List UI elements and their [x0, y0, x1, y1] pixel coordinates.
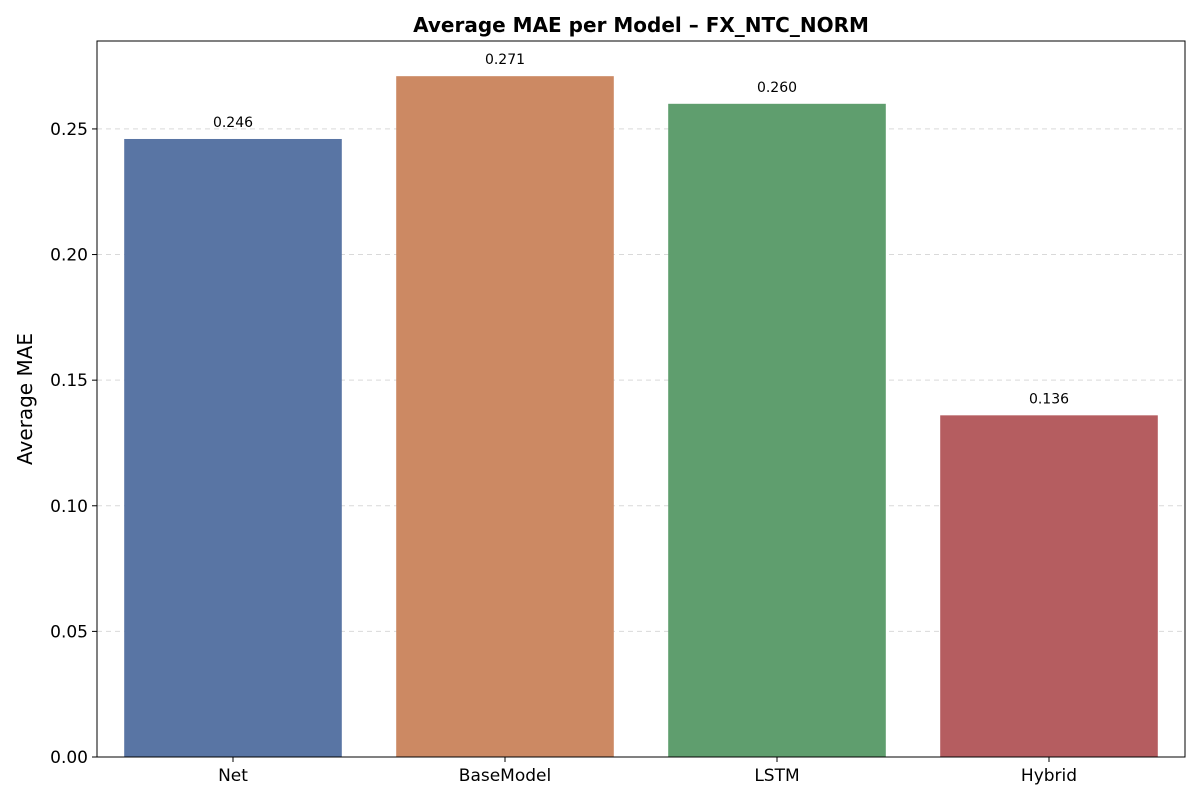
y-tick-label: 0.15 [50, 371, 88, 391]
y-axis-ticks: 0.00 0.05 0.10 0.15 0.20 0.25 [50, 120, 97, 768]
x-tick-label: BaseModel [459, 766, 551, 786]
bar-hybrid [940, 415, 1158, 757]
x-tick-label: Hybrid [1021, 766, 1077, 786]
bar-value-label: 0.136 [1029, 391, 1069, 407]
bar-net [124, 138, 342, 757]
bar-basemodel [396, 76, 614, 757]
bar-value-label: 0.260 [757, 80, 797, 96]
y-tick-label: 0.05 [50, 622, 88, 642]
bar-value-label: 0.271 [485, 52, 525, 68]
value-labels: 0.246 0.271 0.260 0.136 [213, 52, 1069, 407]
y-tick-label: 0.25 [50, 120, 88, 140]
y-tick-label: 0.20 [50, 246, 88, 266]
y-axis-label: Average MAE [13, 333, 37, 465]
plot-area-frame [96, 40, 1186, 758]
chart-title: Average MAE per Model – FX_NTC_NORM [413, 13, 869, 37]
bar-lstm [668, 103, 886, 758]
bar-value-label: 0.246 [213, 115, 253, 131]
y-tick-label: 0.10 [50, 497, 88, 517]
x-axis-ticks: Net BaseModel LSTM Hybrid [218, 757, 1077, 786]
y-tick-label: 0.00 [50, 748, 88, 768]
x-tick-label: LSTM [754, 766, 799, 786]
x-tick-label: Net [218, 766, 248, 786]
bars [124, 76, 1158, 758]
